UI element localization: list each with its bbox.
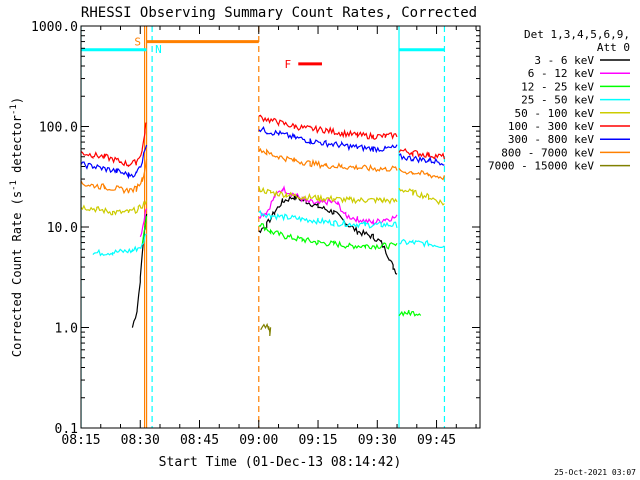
footer-date: 25-Oct-2021 03:07 xyxy=(554,468,636,477)
y-axis-label-sup2: -1 xyxy=(9,104,19,115)
series-300-800-kev xyxy=(81,126,445,180)
y-tick-label: 10.0 xyxy=(47,221,78,236)
series-line xyxy=(92,233,147,257)
y-tick-label: 0.1 xyxy=(55,422,78,437)
legend-label: 25 - 50 keV xyxy=(521,94,594,107)
x-tick-label: 08:15 xyxy=(61,433,100,448)
series-25-50-kev xyxy=(92,210,445,257)
series-line xyxy=(258,194,398,275)
series-line xyxy=(81,158,148,195)
chart-title: RHESSI Observing Summary Count Rates, Co… xyxy=(81,5,477,21)
series-line xyxy=(258,147,398,173)
legend-label: 3 - 6 keV xyxy=(534,54,594,67)
legend-header-detectors: Det 1,3,4,5,6,9, xyxy=(524,28,630,41)
series-line xyxy=(81,122,147,168)
series-line xyxy=(398,187,445,206)
legend-label: 300 - 800 keV xyxy=(508,133,594,146)
series-100-300-kev xyxy=(81,114,445,168)
legend-label: 7000 - 15000 keV xyxy=(488,160,594,173)
series-line xyxy=(258,210,398,229)
series-line xyxy=(81,200,148,216)
y-axis-label-end: ) xyxy=(10,97,24,104)
flag-label: S xyxy=(134,36,141,49)
x-tick-label: 08:45 xyxy=(180,433,219,448)
legend-label: 6 - 12 keV xyxy=(528,67,595,80)
y-tick-label: 1000.0 xyxy=(31,20,78,35)
y-tick-label: 100.0 xyxy=(39,121,78,136)
series-line xyxy=(258,126,398,154)
legend-label: 50 - 100 keV xyxy=(515,107,595,120)
x-tick-label: 08:30 xyxy=(121,433,160,448)
x-tick-label: 09:45 xyxy=(417,433,456,448)
series-line xyxy=(81,144,148,180)
series-line xyxy=(399,238,445,248)
y-axis-label: Corrected Count Rate (s-1 detector-1) xyxy=(9,97,24,357)
y-tick-label: 1.0 xyxy=(55,322,78,337)
series-line xyxy=(258,223,398,251)
series-line xyxy=(260,322,272,337)
series-line xyxy=(398,153,445,166)
series-7000-15000-kev xyxy=(260,322,272,337)
series-6-12-kev xyxy=(139,185,398,238)
x-axis-label: Start Time (01-Dec-13 08:14:42) xyxy=(159,455,402,470)
y-axis-label-sup: -1 xyxy=(9,180,19,191)
series-12-25-kev xyxy=(141,216,422,317)
y-axis-label-rest: detector xyxy=(10,115,24,180)
series-line xyxy=(398,309,422,317)
x-tick-label: 09:15 xyxy=(298,433,337,448)
legend-label: 12 - 25 keV xyxy=(521,80,594,93)
series-800-7000-kev xyxy=(81,147,445,195)
x-tick-label: 09:30 xyxy=(358,433,397,448)
series-line xyxy=(258,114,398,140)
legend-label: 800 - 7000 keV xyxy=(501,146,594,159)
plot-frame xyxy=(80,25,481,429)
flag-label: N xyxy=(155,43,162,56)
series-line xyxy=(141,216,148,246)
series-line xyxy=(398,147,445,160)
legend-label: 100 - 300 keV xyxy=(508,120,594,133)
series-line xyxy=(139,208,148,238)
series-line xyxy=(398,167,445,181)
series-50-100-kev xyxy=(81,186,445,216)
series-line xyxy=(258,186,398,205)
series-line xyxy=(258,185,398,227)
x-tick-label: 09:00 xyxy=(239,433,278,448)
legend-header-attenuator: Att 0 xyxy=(597,41,630,54)
flag-label: F xyxy=(284,58,291,71)
y-axis-label-main: Corrected Count Rate (s xyxy=(10,191,24,357)
